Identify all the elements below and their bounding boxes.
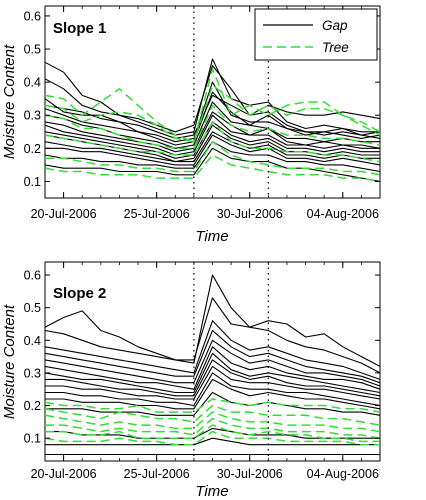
x-tick-label: 30-Jul-2006	[217, 467, 283, 481]
series-line-tree-15	[44, 398, 381, 413]
y-tick-label: 0.3	[24, 109, 41, 123]
series-line-gap-6	[44, 352, 381, 394]
series-line-tree-18	[45, 140, 381, 176]
y-tick-label: 0.2	[24, 399, 41, 413]
x-tick-label: 25-Jul-2006	[124, 467, 190, 481]
series-line-gap-5	[44, 111, 381, 153]
series-line-gap-0	[44, 274, 381, 367]
series-line-gap-9	[44, 131, 380, 163]
y-tick-label: 0.5	[24, 43, 41, 57]
y-tick-label: 0.4	[24, 76, 41, 90]
legend-label-tree: Tree	[322, 40, 349, 55]
series-line-gap-7	[45, 359, 381, 397]
series-line-gap-3	[44, 91, 381, 146]
series-line-gap-3	[44, 329, 381, 384]
y-tick-label: 0.1	[24, 432, 41, 446]
series-line-gap-12	[44, 147, 381, 182]
x-axis-title: Time	[195, 483, 228, 500]
y-tick-label: 0.3	[24, 366, 41, 380]
x-tick-label: 20-Jul-2006	[31, 207, 97, 221]
series-line-gap-9	[45, 372, 381, 407]
chart-panel-slope-1: 0.1 0.2 0.3 0.4 0.5 0.6 20-Jul-2006 25-Jul-200…	[1, 5, 381, 245]
series-line-gap-13	[44, 94, 381, 139]
series-line-gap-10	[45, 134, 381, 166]
panel-label: Slope 2	[53, 285, 106, 302]
series-line-gap-11	[45, 391, 381, 416]
x-tick-label: 30-Jul-2006	[217, 207, 283, 221]
series-line-gap-11	[44, 141, 381, 173]
series-layer	[44, 58, 381, 183]
chart-panel-slope-2: 0.1 0.2 0.3 0.4 0.5 0.6 20-Jul-2006 25-Jul-200…	[1, 261, 381, 500]
legend-label-gap: Gap	[322, 18, 348, 33]
x-tick-label: 25-Jul-2006	[124, 207, 190, 221]
series-line-gap-1	[44, 297, 381, 374]
x-axis-title: Time	[195, 228, 228, 245]
series-line-gap-13	[45, 437, 380, 446]
series-line-tree-17	[44, 121, 381, 163]
series-line-gap-10	[45, 378, 381, 410]
y-tick-label: 0.2	[24, 142, 41, 156]
y-tick-label: 0.6	[24, 269, 41, 283]
series-line-tree-16	[44, 104, 381, 150]
series-line-gap-4	[44, 339, 381, 387]
series-line-tree-19	[44, 154, 381, 183]
legend: Gap Tree	[254, 8, 378, 61]
y-tick-label: 0.6	[24, 9, 41, 23]
x-tick-label: 04-Aug-2006	[307, 467, 379, 481]
series-layer	[44, 274, 381, 456]
y-tick-label: 0.4	[24, 334, 41, 348]
panel-label: Slope 1	[53, 20, 106, 37]
y-tick-label: 0.1	[24, 175, 41, 189]
series-line-tree-16	[44, 404, 381, 426]
x-tick-label: 20-Jul-2006	[31, 467, 97, 481]
series-line-tree-19	[45, 424, 380, 443]
series-line-gap-2	[44, 320, 381, 380]
y-axis-title: Moisture Content	[1, 304, 18, 419]
series-line-gap-8	[45, 365, 381, 400]
x-tick-label: 04-Aug-2006	[307, 207, 379, 221]
series-line-tree-15	[44, 84, 381, 143]
series-line-gap-5	[44, 346, 381, 390]
series-line-tree-20	[44, 430, 380, 446]
series-line-gap-1	[44, 58, 381, 136]
series-line-tree-17	[44, 411, 381, 433]
series-line-tree-18	[45, 417, 381, 439]
legend-box	[254, 8, 378, 61]
y-axis-title: Moisture Content	[1, 44, 18, 159]
series-line-tree-14	[44, 68, 381, 143]
y-tick-label: 0.5	[24, 301, 41, 315]
series-line-gap-6	[44, 114, 380, 156]
